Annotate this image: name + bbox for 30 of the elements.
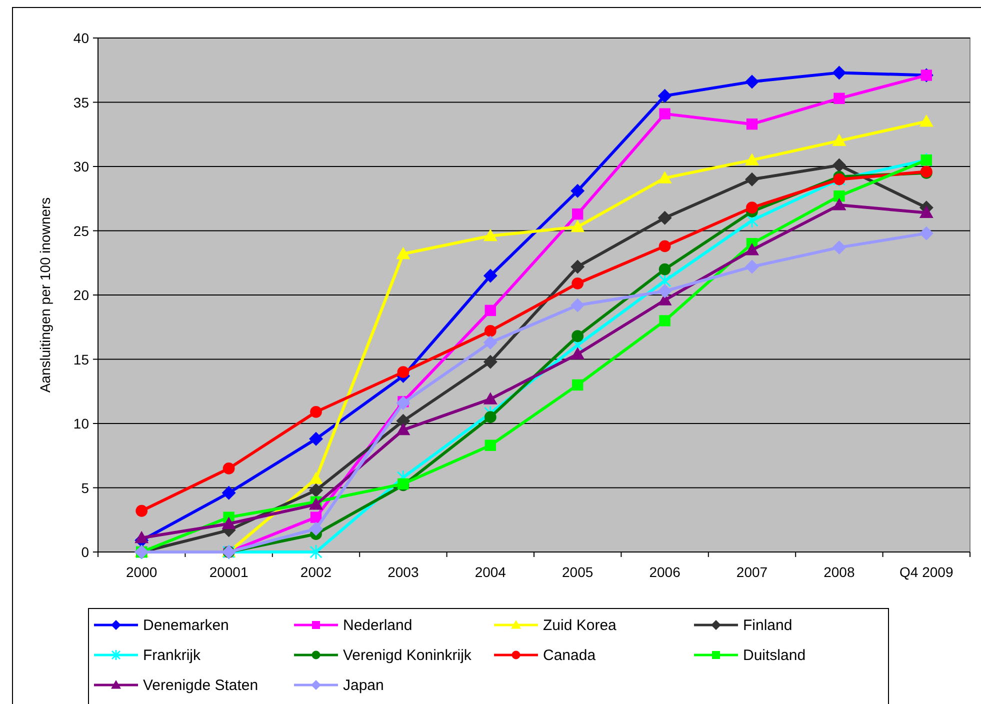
x-tick-label: 2008 xyxy=(824,564,855,580)
y-tick-label: 10 xyxy=(73,416,90,432)
x-tick-label: 2005 xyxy=(562,564,594,580)
legend-label: Duitsland xyxy=(743,647,806,664)
y-tick-label: 30 xyxy=(73,158,90,174)
legend-label: Japan xyxy=(343,677,384,694)
y-tick-label: 5 xyxy=(81,480,90,496)
legend-label: Verenigde Staten xyxy=(143,677,258,694)
y-axis-title: Aansluitingen per 100 inowners xyxy=(37,197,53,393)
x-tick-label: 20001 xyxy=(209,564,248,580)
legend-label: Frankrijk xyxy=(143,647,201,664)
y-tick-label: 35 xyxy=(73,94,90,110)
x-tick-label: 2003 xyxy=(388,564,419,580)
x-tick-label: 2004 xyxy=(474,564,506,580)
y-tick-label: 15 xyxy=(73,351,90,368)
y-tick-label: 40 xyxy=(73,30,90,46)
x-tick-label: 2006 xyxy=(649,564,681,580)
legend-label: Finland xyxy=(743,617,792,634)
y-tick-label: 25 xyxy=(73,222,90,239)
legend-label: Zuid Korea xyxy=(543,617,618,634)
y-tick-label: 20 xyxy=(73,287,90,303)
legend-label: Verenigd Koninkrijk xyxy=(343,647,472,664)
legend-label: Denemarken xyxy=(143,617,229,634)
legend-label: Canada xyxy=(543,647,596,664)
y-tick-label: 0 xyxy=(81,544,90,560)
x-tick-label: 2007 xyxy=(736,564,768,580)
x-tick-label: 2000 xyxy=(126,564,158,580)
legend-label: Nederland xyxy=(343,617,412,634)
x-tick-label: Q4 2009 xyxy=(900,564,954,580)
x-tick-label: 2002 xyxy=(300,564,332,580)
